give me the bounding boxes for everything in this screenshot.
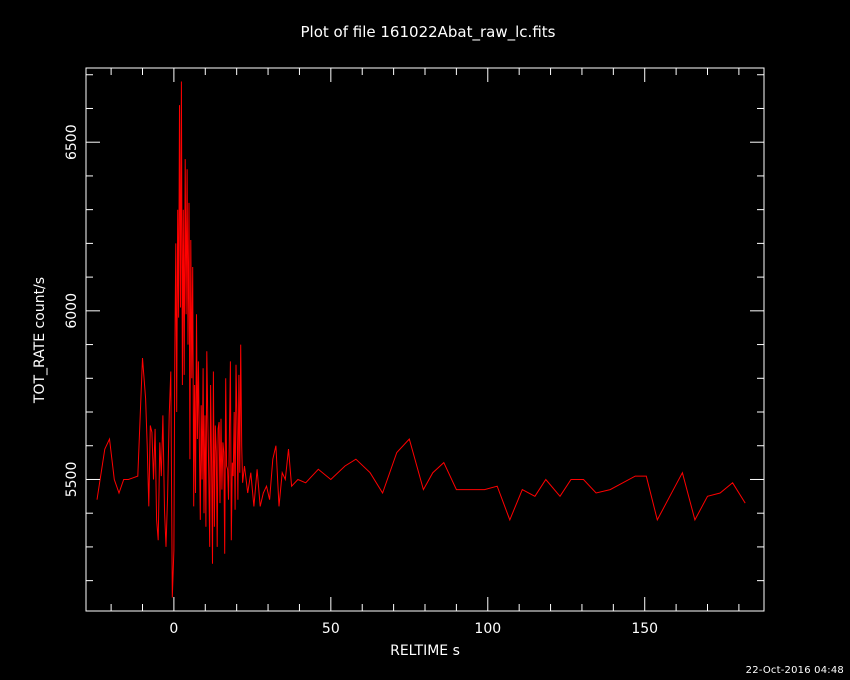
y-tick-label: 5500: [64, 462, 80, 498]
series-line: [96, 81, 746, 598]
x-tick-label: 50: [322, 621, 340, 637]
plot-datestamp: 22-Oct-2016 04:48: [745, 665, 844, 676]
axis-tick-labels: 0 50 100 150 5500 6000 6500: [64, 124, 658, 637]
x-axis-label: RELTIME s: [390, 643, 460, 659]
chart-title: Plot of file 161022Abat_raw_lc.fits: [301, 23, 556, 42]
y-axis-label: TOT_RATE count/s: [32, 277, 48, 404]
axis-ticks: [86, 68, 764, 611]
x-tick-label: 150: [631, 621, 658, 637]
x-tick-label: 100: [474, 621, 501, 637]
series-layer: [96, 81, 746, 598]
y-tick-label: 6500: [64, 124, 80, 160]
y-tick-label: 6000: [64, 293, 80, 329]
x-tick-label: 0: [169, 621, 178, 637]
